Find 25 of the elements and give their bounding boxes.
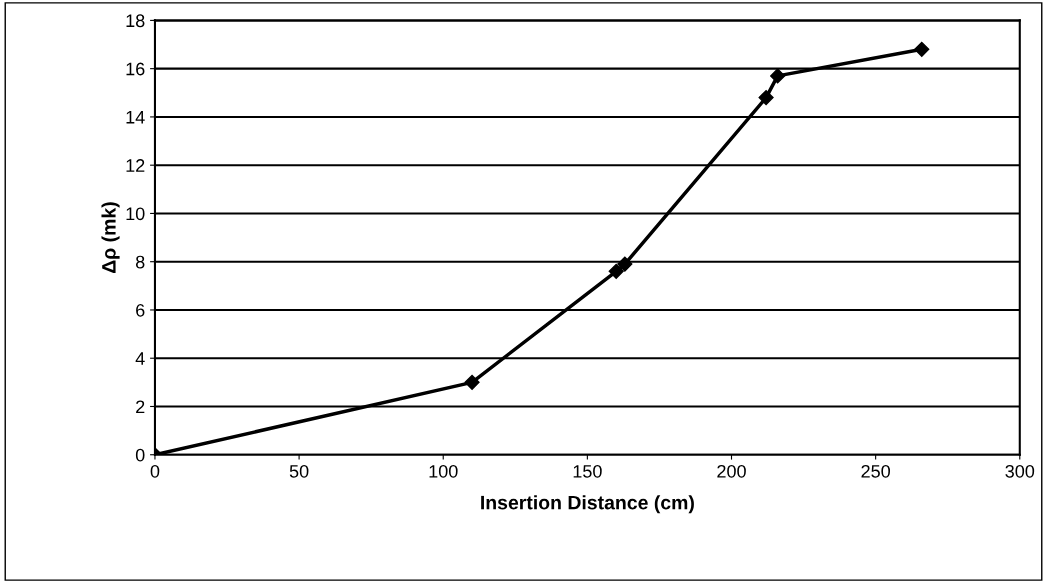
x-axis-title: Insertion Distance (cm) xyxy=(481,495,694,514)
y-tick-label: 2 xyxy=(136,400,145,414)
point xyxy=(464,374,480,390)
point xyxy=(608,263,624,279)
x-tick-label: 0 xyxy=(150,464,160,478)
x-tick-label: 150 xyxy=(573,464,602,478)
point xyxy=(914,41,930,57)
y-tick-label: 0 xyxy=(135,448,145,462)
y-tick-label: 18 xyxy=(126,14,145,28)
point xyxy=(770,68,786,84)
point xyxy=(758,90,774,106)
x-tick-label: 250 xyxy=(861,464,890,478)
y-tick-label: 10 xyxy=(126,207,145,221)
x-tick-label: 100 xyxy=(429,464,458,478)
y-tick-label: 16 xyxy=(126,62,145,76)
y-tick-label: 4 xyxy=(135,352,145,365)
y-tick-label: 14 xyxy=(126,111,145,124)
y-tick-label: 6 xyxy=(136,303,145,317)
y-tick-label: 12 xyxy=(126,159,145,172)
x-tick-label: 300 xyxy=(1005,464,1035,478)
point xyxy=(617,256,633,272)
x-tick-label: 50 xyxy=(289,464,309,478)
x-tick-label: 200 xyxy=(717,464,746,478)
y-axis-title: Δρ (mk) xyxy=(101,202,120,274)
y-tick-label: 8 xyxy=(135,255,145,269)
